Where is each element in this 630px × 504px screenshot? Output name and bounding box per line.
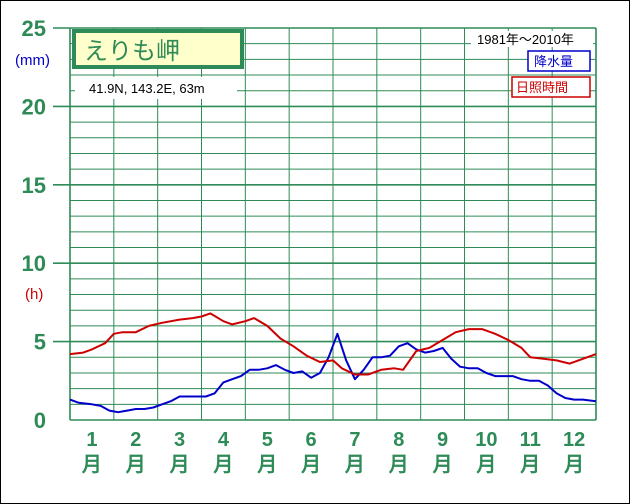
legend-precip-box [527,50,591,72]
x-month-label: 月 [81,452,102,476]
y-tick-label: 5 [34,330,46,355]
x-month-label: 月 [388,452,409,476]
x-tick-label: 8 [393,429,404,451]
legend-precip: 降水量 [534,55,573,70]
x-month-label: 月 [212,452,233,476]
location-label: 41.9N, 143.2E, 63m [89,81,205,96]
sunshine-line [69,312,597,376]
x-month-label: 月 [125,452,146,476]
y-tick-label: 0 [34,408,46,433]
y-tick-label: 20 [22,94,46,119]
x-tick-label: 11 [520,429,541,451]
x-tick-label: 7 [349,429,360,451]
y-tick-label: 10 [22,251,46,276]
x-tick-label: 4 [218,429,230,451]
x-month-label: 月 [519,452,540,476]
precipitation-line [69,332,597,414]
chart-title: えりも岬 [84,37,180,65]
x-month-label: 月 [344,452,365,476]
location-box [75,77,237,99]
x-month-label: 月 [432,452,453,476]
sun-unit-label: (h) [25,286,43,303]
x-month-label: 月 [563,452,584,476]
x-tick-label: 12 [563,429,585,451]
x-tick-label: 2 [130,429,141,451]
x-tick-label: 6 [306,429,317,451]
x-tick-label: 10 [475,429,497,451]
series-lines [69,312,597,414]
x-tick-label: 1 [86,429,97,451]
precip-unit-label: (mm) [15,52,50,69]
x-month-label: 月 [475,452,496,476]
title-box [72,29,244,69]
y-axis: 0 5 10 15 20 25 [22,16,46,433]
x-month-label: 月 [169,452,190,476]
x-month-label: 月 [256,452,277,476]
x-tick-label: 9 [437,429,448,451]
x-tick-label: 5 [262,429,273,451]
period-label: 1981年〜2010年 [477,32,574,47]
legend-sun: 日照時間 [516,81,568,96]
y-tick-label: 15 [22,173,46,198]
period-box [471,31,593,47]
legend-sun-box [511,76,591,98]
x-tick-label: 3 [174,429,185,451]
x-month-label: 月 [300,452,321,476]
y-tick-label: 25 [22,16,46,41]
